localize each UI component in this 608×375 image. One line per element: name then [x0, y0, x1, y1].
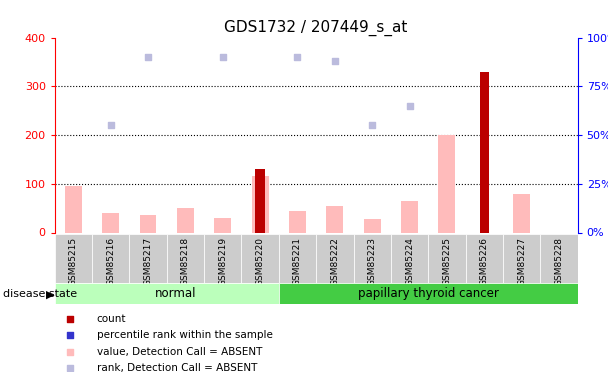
Bar — [55, 234, 92, 283]
Bar — [401, 201, 418, 232]
Point — [218, 54, 227, 60]
Point — [66, 332, 75, 338]
Text: GSM85224: GSM85224 — [405, 237, 414, 286]
Text: GSM85226: GSM85226 — [480, 237, 489, 286]
Point — [330, 58, 340, 64]
Point — [292, 54, 302, 60]
Bar — [92, 234, 130, 283]
Bar — [438, 135, 455, 232]
Bar — [167, 234, 204, 283]
Bar — [513, 194, 530, 232]
Bar — [279, 234, 316, 283]
Text: GSM85218: GSM85218 — [181, 237, 190, 286]
Text: value, Detection Call = ABSENT: value, Detection Call = ABSENT — [97, 346, 262, 357]
Point — [106, 122, 116, 128]
Text: GSM85223: GSM85223 — [368, 237, 377, 286]
Bar — [428, 234, 466, 283]
Bar — [279, 283, 578, 304]
Text: GSM85216: GSM85216 — [106, 237, 116, 286]
Bar — [102, 213, 119, 232]
Text: GSM85228: GSM85228 — [554, 237, 564, 286]
Title: GDS1732 / 207449_s_at: GDS1732 / 207449_s_at — [224, 20, 408, 36]
Point — [405, 103, 415, 109]
Point — [66, 349, 75, 355]
Bar — [316, 234, 353, 283]
Text: GSM85221: GSM85221 — [293, 237, 302, 286]
Text: rank, Detection Call = ABSENT: rank, Detection Call = ABSENT — [97, 363, 257, 373]
Point — [367, 122, 377, 128]
Bar — [65, 186, 82, 232]
Bar — [353, 234, 391, 283]
Text: count: count — [97, 314, 126, 324]
Bar — [480, 72, 489, 232]
Bar — [364, 219, 381, 232]
Text: GSM85227: GSM85227 — [517, 237, 526, 286]
Bar — [204, 234, 241, 283]
Bar — [55, 283, 279, 304]
Text: percentile rank within the sample: percentile rank within the sample — [97, 330, 272, 340]
Text: normal: normal — [156, 287, 197, 300]
Bar — [241, 234, 279, 283]
Text: papillary thyroid cancer: papillary thyroid cancer — [358, 287, 499, 300]
Text: GSM85215: GSM85215 — [69, 237, 78, 286]
Bar — [503, 234, 541, 283]
Point — [143, 54, 153, 60]
Text: ▶: ▶ — [46, 290, 54, 299]
Bar — [255, 169, 265, 232]
Bar — [215, 218, 231, 232]
Bar — [252, 177, 269, 232]
Text: GSM85220: GSM85220 — [255, 237, 264, 286]
Text: GSM85222: GSM85222 — [330, 237, 339, 286]
Bar — [541, 234, 578, 283]
Text: GSM85217: GSM85217 — [143, 237, 153, 286]
Text: disease state: disease state — [3, 290, 77, 299]
Bar — [391, 234, 428, 283]
Bar — [466, 234, 503, 283]
Text: GSM85225: GSM85225 — [443, 237, 451, 286]
Point — [66, 365, 75, 371]
Bar — [130, 234, 167, 283]
Text: GSM85219: GSM85219 — [218, 237, 227, 286]
Bar — [177, 208, 194, 232]
Point — [66, 316, 75, 322]
Bar — [140, 215, 156, 232]
Bar — [289, 211, 306, 232]
Bar — [326, 206, 344, 232]
